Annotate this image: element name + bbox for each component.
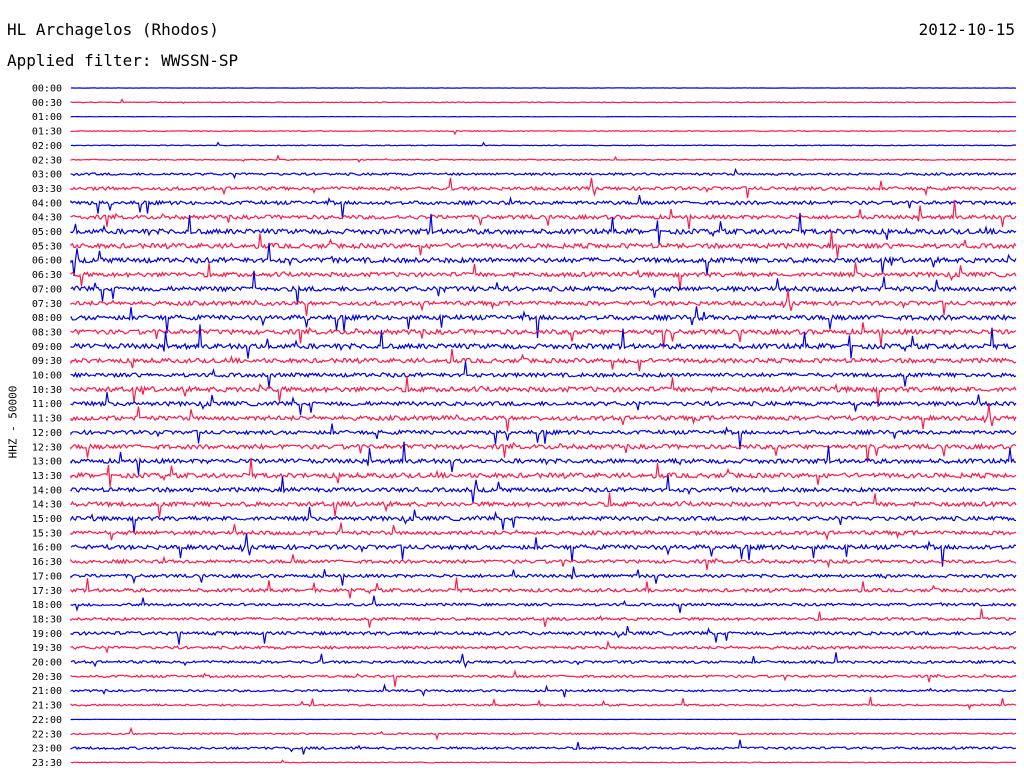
trace-0130 (70, 130, 1017, 136)
time-label-0400: 04:00 (32, 198, 62, 209)
trace-1400 (70, 475, 1017, 504)
station-title: HL Archagelos (Rhodos) (7, 20, 219, 39)
time-label-2130: 21:30 (32, 701, 62, 712)
trace-1430 (70, 492, 1017, 518)
trace-1500 (70, 506, 1017, 534)
time-label-0800: 08:00 (32, 313, 62, 324)
time-label-1300: 13:00 (32, 457, 62, 468)
trace-1830 (70, 608, 1017, 628)
time-label-0130: 01:30 (32, 127, 62, 138)
time-label-2200: 22:00 (32, 715, 62, 726)
trace-0400 (70, 194, 1017, 219)
trace-1700 (70, 566, 1017, 586)
trace-0030 (70, 98, 1017, 105)
time-label-0330: 03:30 (32, 184, 62, 195)
time-label-1930: 19:30 (32, 643, 62, 654)
time-label-2100: 21:00 (32, 686, 62, 697)
trace-0800 (70, 306, 1017, 339)
trace-1030 (70, 376, 1017, 407)
trace-0830 (70, 322, 1017, 349)
time-label-0000: 00:00 (32, 84, 62, 95)
trace-1230 (70, 442, 1017, 463)
filter-label: Applied filter: WWSSN-SP (7, 51, 239, 70)
trace-1000 (70, 361, 1017, 388)
trace-1330 (70, 457, 1017, 488)
trace-1930 (70, 639, 1017, 654)
trace-2300 (70, 739, 1017, 755)
time-label-1100: 11:00 (32, 399, 62, 410)
time-label-0900: 09:00 (32, 342, 62, 353)
time-labels: 00:00 00:30 01:00 01:30 02:00 02:30 03:00 03:30… (32, 84, 62, 769)
time-label-0600: 06:00 (32, 256, 62, 267)
trace-0930 (70, 348, 1017, 372)
time-label-0530: 05:30 (32, 241, 62, 252)
time-label-2300: 23:00 (32, 744, 62, 755)
trace-1800 (70, 595, 1017, 614)
time-label-1530: 15:30 (32, 528, 62, 539)
trace-1730 (70, 577, 1017, 599)
trace-1130 (70, 404, 1017, 432)
time-label-0200: 02:00 (32, 141, 62, 152)
time-label-1630: 16:30 (32, 557, 62, 568)
time-label-1030: 10:30 (32, 385, 62, 396)
time-label-1500: 15:00 (32, 514, 62, 525)
time-label-0230: 02:30 (32, 155, 62, 166)
time-label-1130: 11:30 (32, 414, 62, 425)
trace-2000 (70, 652, 1017, 669)
trace-0530 (70, 230, 1017, 258)
time-label-1830: 18:30 (32, 614, 62, 625)
trace-1630 (70, 554, 1017, 570)
trace-1600 (70, 533, 1017, 567)
trace-1200 (70, 423, 1017, 450)
trace-lines (70, 87, 1017, 764)
time-label-1400: 14:00 (32, 485, 62, 496)
time-label-2330: 23:30 (32, 758, 62, 769)
trace-2230 (70, 726, 1017, 741)
trace-0900 (70, 324, 1017, 359)
time-label-1600: 16:00 (32, 543, 62, 554)
trace-0430 (70, 199, 1017, 230)
trace-0330 (70, 177, 1017, 199)
trace-0500 (70, 212, 1017, 244)
time-label-2000: 20:00 (32, 658, 62, 669)
trace-0230 (70, 154, 1017, 163)
trace-2130 (70, 696, 1017, 711)
trace-0300 (70, 167, 1017, 180)
time-label-0730: 07:30 (32, 299, 62, 310)
plot-date: 2012-10-15 (918, 20, 1015, 39)
time-label-1330: 13:30 (32, 471, 62, 482)
time-label-2030: 20:30 (32, 672, 62, 683)
trace-0200 (71, 141, 1016, 147)
time-label-1700: 17:00 (32, 571, 62, 582)
trace-1300 (70, 441, 1017, 475)
trace-1900 (70, 626, 1017, 645)
time-label-1430: 14:30 (32, 500, 62, 511)
time-label-1000: 10:00 (32, 371, 62, 382)
trace-0730 (70, 290, 1017, 316)
time-label-0930: 09:30 (32, 356, 62, 367)
trace-2030 (70, 669, 1017, 687)
time-label-0300: 03:00 (32, 170, 62, 181)
trace-0630 (70, 262, 1017, 291)
time-label-1200: 12:00 (32, 428, 62, 439)
time-label-1230: 12:30 (32, 442, 62, 453)
trace-2100 (70, 683, 1017, 698)
time-label-0700: 07:00 (32, 284, 62, 295)
time-label-0500: 05:00 (32, 227, 62, 238)
time-label-0630: 06:30 (32, 270, 62, 281)
time-label-2230: 22:30 (32, 729, 62, 740)
time-label-1730: 17:30 (32, 586, 62, 597)
trace-1100 (70, 392, 1017, 416)
trace-0700 (70, 270, 1017, 305)
time-label-0030: 00:30 (32, 98, 62, 109)
time-label-1800: 18:00 (32, 600, 62, 611)
trace-1530 (70, 522, 1017, 541)
time-label-0830: 08:30 (32, 327, 62, 338)
time-label-0100: 01:00 (32, 112, 62, 123)
time-label-0430: 04:30 (32, 213, 62, 224)
trace-2330 (70, 759, 1017, 764)
time-label-1900: 19:00 (32, 629, 62, 640)
trace-0600 (70, 242, 1017, 277)
